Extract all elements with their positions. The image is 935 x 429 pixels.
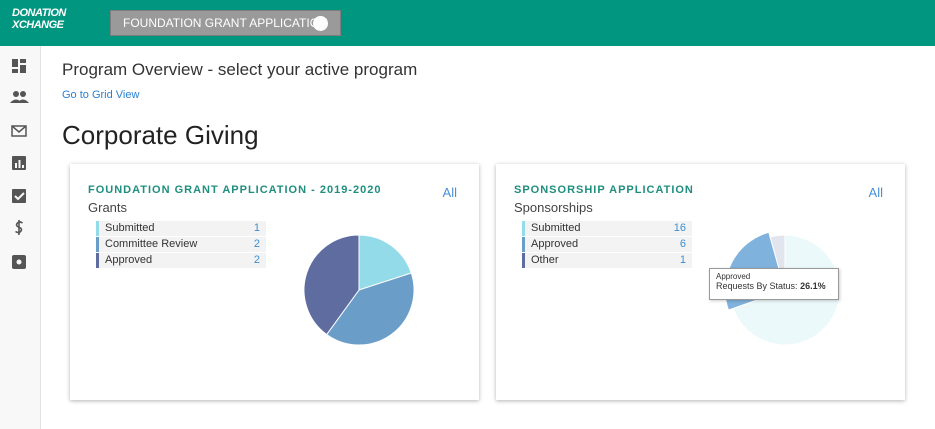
status-count[interactable]: 1 bbox=[253, 222, 260, 234]
status-label: Other bbox=[531, 254, 559, 266]
status-row: Other 1 bbox=[522, 253, 692, 268]
sidebar bbox=[0, 46, 41, 429]
status-label: Approved bbox=[105, 254, 153, 266]
all-link[interactable]: All bbox=[868, 185, 883, 200]
status-row: Submitted 16 bbox=[522, 221, 692, 236]
program-card: FOUNDATION GRANT APPLICATION - 2019-2020… bbox=[70, 164, 479, 400]
status-row: Committee Review 2 bbox=[96, 237, 266, 252]
tooltip-value: 26.1% bbox=[800, 281, 826, 291]
page-title: Program Overview - select your active pr… bbox=[62, 60, 418, 79]
pie-chart bbox=[303, 234, 415, 346]
program-card: SPONSORSHIP APPLICATION Sponsorships All Su… bbox=[496, 164, 905, 400]
status-row: Approved 6 bbox=[522, 237, 692, 252]
logo[interactable]: DONATION XCHANGE bbox=[12, 7, 66, 31]
caret-icon bbox=[313, 16, 328, 31]
status-label: Submitted bbox=[105, 222, 155, 234]
status-label: Committee Review bbox=[105, 238, 198, 250]
status-count[interactable]: 2 bbox=[253, 238, 260, 250]
dashboard-icon[interactable] bbox=[12, 59, 26, 73]
tasks-icon[interactable] bbox=[12, 189, 26, 203]
status-count[interactable]: 6 bbox=[679, 238, 686, 250]
section-title: Corporate Giving bbox=[62, 120, 259, 150]
card-subtitle: Sponsorships bbox=[514, 200, 593, 215]
reports-icon[interactable] bbox=[12, 156, 26, 170]
grid-view-link[interactable]: Go to Grid View bbox=[62, 89, 140, 101]
tooltip-line: Requests By Status: 26.1% bbox=[716, 281, 832, 291]
program-label: FOUNDATION GRANT APPLICATION bbox=[123, 16, 328, 30]
status-label: Approved bbox=[531, 238, 579, 250]
pie-slice[interactable] bbox=[303, 234, 360, 336]
card-title: SPONSORSHIP APPLICATION bbox=[514, 184, 694, 196]
program-dropdown[interactable]: FOUNDATION GRANT APPLICATION bbox=[110, 10, 341, 36]
status-count[interactable]: 1 bbox=[679, 254, 686, 266]
status-row: Approved 2 bbox=[96, 253, 266, 268]
tooltip-label: Requests By Status: bbox=[716, 281, 798, 291]
mail-icon[interactable] bbox=[11, 125, 27, 137]
status-label: Submitted bbox=[531, 222, 581, 234]
card-subtitle: Grants bbox=[88, 200, 128, 215]
status-count[interactable]: 2 bbox=[253, 254, 260, 266]
settings-icon[interactable] bbox=[12, 255, 26, 269]
status-count[interactable]: 16 bbox=[673, 222, 686, 234]
pie-slice[interactable] bbox=[325, 272, 415, 346]
logo-line: DONATION bbox=[12, 7, 66, 19]
sidebar-icons bbox=[10, 59, 29, 269]
all-link[interactable]: All bbox=[442, 185, 457, 200]
top-bar: DONATION XCHANGE FOUNDATION GRANT APPLICA… bbox=[0, 0, 935, 46]
pie-slice[interactable] bbox=[358, 234, 412, 291]
tooltip-series: Approved bbox=[716, 272, 751, 281]
status-row: Submitted 1 bbox=[96, 221, 266, 236]
logo-line: XCHANGE bbox=[12, 19, 64, 31]
tooltip: Approved Requests By Status: 26.1% bbox=[709, 268, 839, 300]
people-icon[interactable] bbox=[10, 91, 29, 103]
card-title: FOUNDATION GRANT APPLICATION - 2019-2020 bbox=[88, 184, 382, 196]
payments-icon[interactable] bbox=[15, 220, 23, 235]
